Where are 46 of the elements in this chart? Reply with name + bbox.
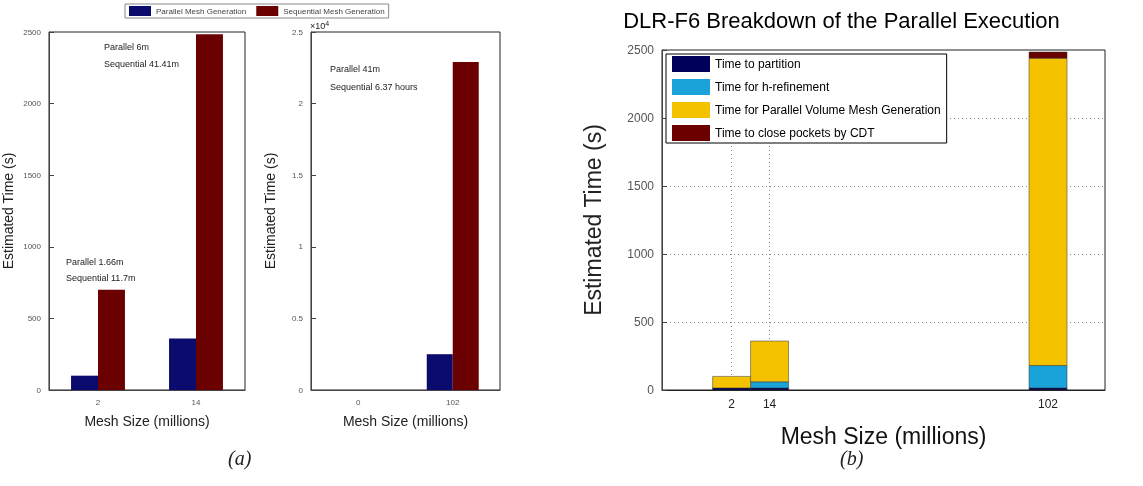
x-axis-title: Mesh Size (millions): [84, 413, 210, 429]
x-axis-title: Mesh Size (millions): [342, 413, 469, 429]
y-tick-label: 0: [298, 385, 304, 395]
text: (a): [228, 447, 252, 470]
y-tick-label: 0: [647, 383, 655, 397]
x-tick-label: 2: [728, 397, 736, 411]
y-tick-label: 2.5: [291, 27, 304, 37]
y-tick-label: 0.5: [291, 313, 304, 323]
y-axis-title: Estimated Time (s): [579, 124, 606, 316]
legend-label: Time to partition: [715, 57, 801, 71]
y-tick-label: 1.5: [291, 170, 304, 180]
y-tick-label: 1000: [23, 242, 42, 252]
annotation: Sequential 11.7m: [66, 272, 136, 283]
y-tick-label: 1500: [23, 170, 42, 180]
legend-label: Time to close pockets by CDT: [715, 126, 876, 140]
annotation: Parallel 1.66m: [66, 256, 124, 267]
chart-title: DLR-F6 Breakdown of the Parallel Execution: [623, 7, 1060, 33]
x-tick-label: 102: [1038, 397, 1059, 411]
x-tick-label: 102: [446, 397, 460, 407]
y-tick-label: 2: [298, 99, 304, 109]
annotation: Parallel 41m: [330, 63, 381, 74]
annotation: Parallel 6m: [104, 41, 150, 52]
x-axis-title: Mesh Size (millions): [780, 422, 987, 449]
y-tick-label: 1500: [627, 179, 655, 193]
y-tick-label: 2500: [23, 27, 42, 37]
x-tick-label: 2: [95, 397, 101, 407]
x-tick-label: 0: [356, 397, 362, 407]
legend-label: Parallel Mesh Generation: [156, 6, 247, 16]
annotation: Sequential 41.41m: [104, 58, 180, 69]
legend-label: Time for h-refinement: [715, 80, 830, 94]
y-tick-label: 500: [633, 315, 655, 329]
legend-label: Time for Parallel Volume Mesh Generation: [715, 103, 941, 117]
legend-label: Sequential Mesh Generation: [283, 6, 385, 16]
text: (b): [840, 447, 864, 470]
y-tick-label: 0: [36, 385, 42, 395]
y-tick-label: 500: [27, 313, 42, 323]
y-tick-label: 2000: [627, 111, 655, 125]
y-axis-title: Estimated Time (s): [0, 152, 16, 270]
y-axis-title: Estimated Time (s): [262, 152, 278, 270]
y-tick-label: 1: [298, 242, 304, 252]
x-tick-label: 14: [762, 397, 777, 411]
y-tick-label: 2500: [627, 43, 655, 57]
annotation: Sequential 6.37 hours: [330, 81, 419, 92]
y-tick-label: 2000: [23, 99, 42, 109]
y-tick-label: 1000: [627, 247, 655, 261]
x-tick-label: 14: [191, 397, 201, 407]
